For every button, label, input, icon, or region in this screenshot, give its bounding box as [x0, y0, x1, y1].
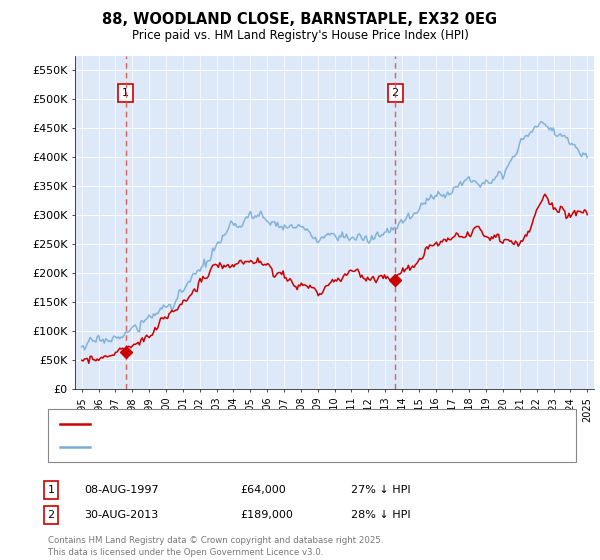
- Text: Price paid vs. HM Land Registry's House Price Index (HPI): Price paid vs. HM Land Registry's House …: [131, 29, 469, 42]
- Text: 1: 1: [47, 485, 55, 495]
- Text: 2: 2: [392, 88, 399, 97]
- Text: HPI: Average price, detached house, North Devon: HPI: Average price, detached house, Nort…: [99, 442, 358, 452]
- Text: £64,000: £64,000: [240, 485, 286, 495]
- Text: 28% ↓ HPI: 28% ↓ HPI: [351, 510, 410, 520]
- Text: 88, WOODLAND CLOSE, BARNSTAPLE, EX32 0EG: 88, WOODLAND CLOSE, BARNSTAPLE, EX32 0EG: [103, 12, 497, 27]
- Text: 1: 1: [122, 88, 129, 97]
- Text: Contains HM Land Registry data © Crown copyright and database right 2025.
This d: Contains HM Land Registry data © Crown c…: [48, 536, 383, 557]
- Text: 27% ↓ HPI: 27% ↓ HPI: [351, 485, 410, 495]
- Text: 08-AUG-1997: 08-AUG-1997: [84, 485, 158, 495]
- Text: 30-AUG-2013: 30-AUG-2013: [84, 510, 158, 520]
- Text: 88, WOODLAND CLOSE, BARNSTAPLE, EX32 0EG (detached house): 88, WOODLAND CLOSE, BARNSTAPLE, EX32 0EG…: [99, 419, 446, 429]
- Text: 2: 2: [47, 510, 55, 520]
- Text: £189,000: £189,000: [240, 510, 293, 520]
